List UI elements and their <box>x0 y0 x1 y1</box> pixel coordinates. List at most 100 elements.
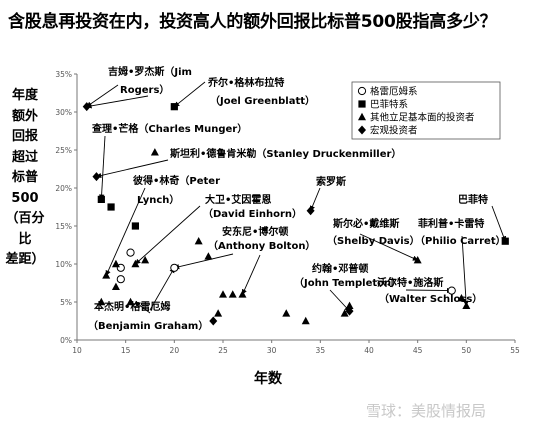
x-tick-label: 25 <box>218 346 228 355</box>
annotation-label: 乔尔•格林布拉特 <box>207 76 284 89</box>
x-tick-label: 45 <box>413 346 423 355</box>
x-tick-label: 30 <box>267 346 277 355</box>
annotation-label: （Shelby Davis） <box>327 234 420 247</box>
y-axis-label-line: 超过 <box>11 149 38 165</box>
data-point <box>228 290 237 298</box>
annotation-label: 本杰明•格雷厄姆 <box>94 300 170 313</box>
data-point <box>126 248 135 257</box>
data-point <box>214 309 223 317</box>
annotation-label: （John Templeton） <box>294 276 401 289</box>
legend-entry: 巴菲特系 <box>370 99 408 111</box>
data-point <box>111 282 120 290</box>
y-tick-label: 35% <box>55 70 72 79</box>
y-axis-label-line: 500 <box>11 190 39 206</box>
annotation-leader <box>86 95 149 109</box>
data-points <box>82 102 509 326</box>
annotation-label: 安东尼•博尔顿 <box>222 225 288 238</box>
data-point <box>340 309 349 317</box>
annotation-label: 彼得•林奇（Peter <box>133 174 220 187</box>
x-tick-label: 50 <box>462 346 472 355</box>
data-point <box>462 301 471 309</box>
y-axis-label-line: （百分比 <box>5 211 45 247</box>
y-axis-label-line: 年度 <box>11 88 38 103</box>
data-point <box>131 222 139 230</box>
y-axis-label-line: 额外 <box>11 108 38 124</box>
legend-marker <box>358 100 366 108</box>
data-point <box>170 103 178 111</box>
y-tick-label: 10% <box>55 260 72 269</box>
legend-entry: 宏观投资者 <box>370 125 418 137</box>
annotation-label: 巴菲特 <box>458 193 488 206</box>
annotation-label: （Benjamin Graham） <box>88 319 208 332</box>
data-point <box>82 102 91 112</box>
data-point <box>447 286 456 295</box>
annotation-label: 大卫•艾因霍恩 <box>205 193 271 206</box>
annotation-label: 吉姆•罗杰斯（Jim <box>108 65 192 78</box>
annotation-label: （Joel Greenblatt） <box>210 94 315 107</box>
annotation-leader <box>86 84 119 108</box>
y-tick-label: 0% <box>60 336 72 345</box>
legend-marker <box>358 125 366 135</box>
data-point <box>345 306 354 316</box>
data-point <box>97 297 106 306</box>
annotation-label: 索罗斯 <box>316 175 346 188</box>
x-tick-label: 55 <box>510 346 520 355</box>
y-tick-label: 30% <box>55 108 72 117</box>
annotation-label: 约翰•邓普顿 <box>312 262 368 275</box>
x-tick-label: 35 <box>316 346 326 355</box>
annotation-leader <box>405 287 453 294</box>
y-axis-label-line: 标普 <box>11 170 38 185</box>
tick-labels: 10 15 20 25 30 35 40 45 50 55 0% 5% 10% 15% 20% 25% 30% 3… <box>55 70 520 355</box>
annotation-leader <box>241 254 261 295</box>
data-point <box>413 256 422 264</box>
data-point <box>131 259 140 268</box>
page-title: 含股息再投资在内，投资高人的额外回报比标普500股指高多少？ <box>8 12 497 32</box>
x-axis-label: 年数 <box>254 371 282 387</box>
x-tick-label: 40 <box>364 346 374 355</box>
annotation-label: 菲利普•卡雷特 <box>418 217 484 230</box>
annotation-label: 斯坦利•德鲁肯米勒（Stanley Druckenmiller） <box>170 147 401 160</box>
y-tick-label: 15% <box>55 222 72 231</box>
annotation-leader <box>149 267 175 311</box>
data-point <box>219 290 227 298</box>
data-point <box>301 316 310 325</box>
annotation-label: （David Einhorn） <box>203 207 302 220</box>
annotation-leader <box>329 289 350 312</box>
annotation-label: （Anthony Bolton） <box>208 239 315 252</box>
data-point <box>102 271 111 279</box>
annotation-leader <box>134 205 201 265</box>
annotation-leader <box>95 159 169 179</box>
data-point <box>107 203 115 211</box>
annotations: 吉姆•罗杰斯（Jim Rogers） 乔尔•格林布拉特 （Joel Greenblat… <box>88 65 506 332</box>
x-tick-label: 15 <box>121 346 131 355</box>
data-point <box>238 290 247 298</box>
annotation-label: （Walter Schloss） <box>379 292 482 305</box>
data-point <box>126 297 135 306</box>
legend-box <box>351 81 501 140</box>
axes <box>74 73 516 343</box>
y-axis-label: 年度额外回报超过标普 500 （百分比差距） <box>3 86 47 271</box>
y-axis-label-line: 差距） <box>5 252 45 267</box>
data-point <box>501 237 509 245</box>
annotation-leaders <box>86 81 507 314</box>
x-tick-label: 20 <box>170 346 180 355</box>
data-point <box>141 256 150 264</box>
y-tick-label: 20% <box>55 184 72 193</box>
annotation-leader <box>105 187 146 276</box>
annotation-label: 斯尔必•戴维斯 <box>333 217 399 230</box>
watermark: 雪球：美股情报局 <box>366 402 487 420</box>
y-axis-label-line: 回报 <box>11 129 38 144</box>
data-point <box>111 259 120 268</box>
annotation-leader <box>134 301 151 314</box>
annotation-label: 查理•芒格（Charles Munger） <box>91 122 247 135</box>
data-point <box>92 172 101 182</box>
annotation-leader <box>173 81 206 108</box>
annotation-leader <box>491 205 507 242</box>
data-point <box>170 263 179 272</box>
y-tick-label: 5% <box>60 298 72 307</box>
data-point <box>150 148 159 156</box>
data-point <box>209 316 218 326</box>
legend-marker <box>357 86 367 96</box>
